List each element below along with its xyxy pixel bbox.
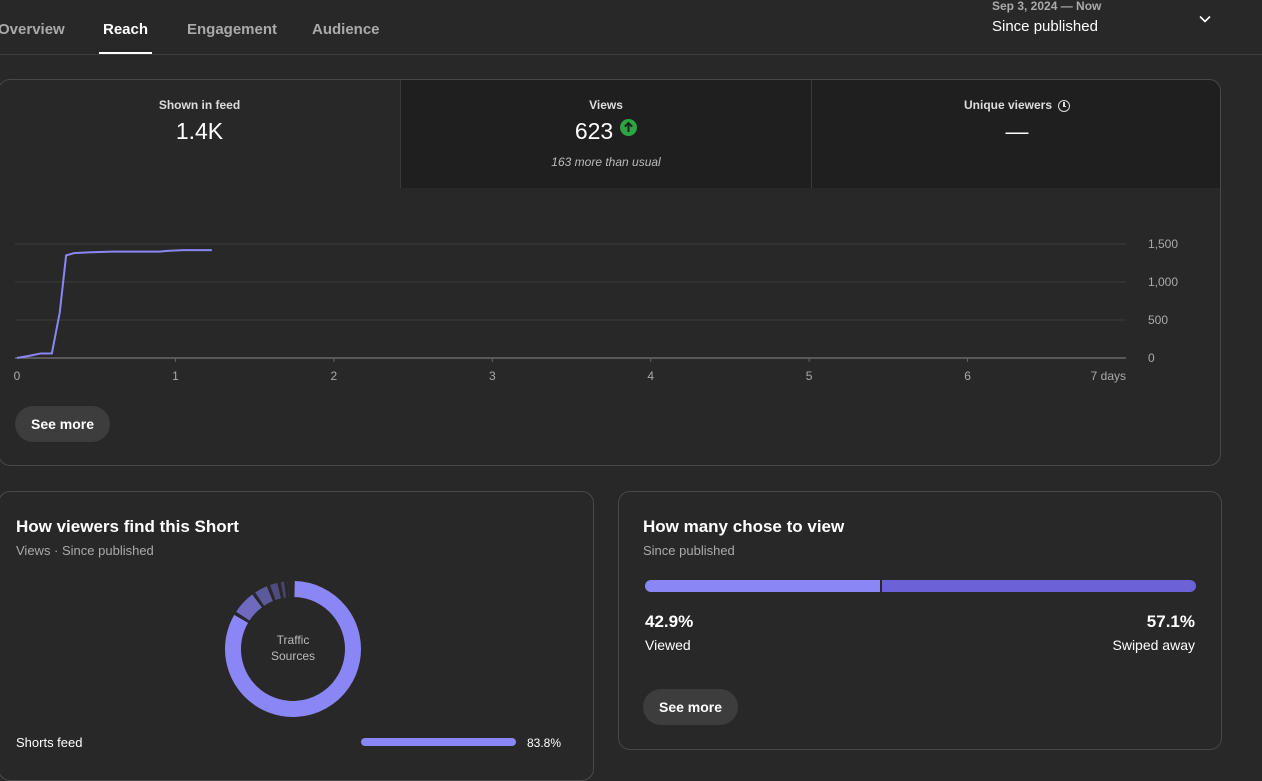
viewed-percent: 42.9% (645, 612, 693, 632)
reach-line-chart: 0 500 1,000 1,500 0 1 2 3 4 5 6 7 days (0, 80, 1221, 466)
donut-center-line1: Traffic (253, 632, 333, 648)
x-tick-label: 0 (14, 369, 21, 383)
donut-center-line2: Sources (253, 648, 333, 664)
swiped-label: Swiped away (1113, 637, 1196, 653)
traffic-sources-card: How viewers find this Short Views · Sinc… (0, 491, 594, 781)
card-subtitle: Views · Since published (16, 543, 154, 558)
viewed-bar-segment (645, 580, 880, 592)
tab-reach[interactable]: Reach (103, 0, 148, 54)
y-tick-label: 1,500 (1148, 237, 1178, 251)
x-tick-label: 1 (172, 369, 179, 383)
swiped-percent: 57.1% (1147, 612, 1195, 632)
source-percent: 83.8% (527, 736, 561, 750)
viewed-label: Viewed (645, 637, 691, 653)
x-tick-label: 4 (647, 369, 654, 383)
tab-audience[interactable]: Audience (312, 0, 380, 54)
x-tick-label: 6 (964, 369, 971, 383)
reach-card: Shown in feed 1.4K Views 623 163 more th… (0, 79, 1221, 466)
source-label: Shorts feed (16, 735, 83, 750)
chose-to-view-bar (645, 580, 1196, 592)
card-subtitle: Since published (643, 543, 735, 558)
x-tick-label: 2 (331, 369, 338, 383)
see-more-button[interactable]: See more (15, 406, 110, 442)
date-range-label: Since published (992, 18, 1098, 35)
donut-center-label: Traffic Sources (253, 632, 333, 664)
card-title: How many chose to view (643, 517, 844, 537)
y-tick-label: 1,000 (1148, 275, 1178, 289)
series-line[interactable] (17, 250, 212, 358)
y-tick-label: 0 (1148, 351, 1155, 365)
donut-segment[interactable] (260, 594, 270, 599)
card-title: How viewers find this Short (16, 517, 239, 537)
x-tick-label: 5 (806, 369, 813, 383)
x-tick-label: 7 days (1091, 369, 1126, 383)
x-tick-label: 3 (489, 369, 496, 383)
see-more-button[interactable]: See more (643, 689, 738, 725)
y-tick-label: 500 (1148, 313, 1168, 327)
tab-bar: Overview Reach Engagement Audience Sep 3… (0, 0, 1262, 55)
donut-segment[interactable] (273, 591, 279, 593)
source-bar (361, 738, 516, 746)
chose-to-view-card: How many chose to view Since published 4… (618, 491, 1222, 750)
date-range-dates: Sep 3, 2024 — Now (992, 0, 1101, 13)
swiped-bar-segment (882, 580, 1196, 592)
chevron-down-icon[interactable] (1198, 12, 1212, 26)
tab-overview[interactable]: Overview (0, 0, 65, 54)
date-range-picker[interactable]: Sep 3, 2024 — Now Since published (992, 0, 1222, 54)
donut-segment[interactable] (243, 601, 257, 616)
tab-engagement[interactable]: Engagement (187, 0, 277, 54)
